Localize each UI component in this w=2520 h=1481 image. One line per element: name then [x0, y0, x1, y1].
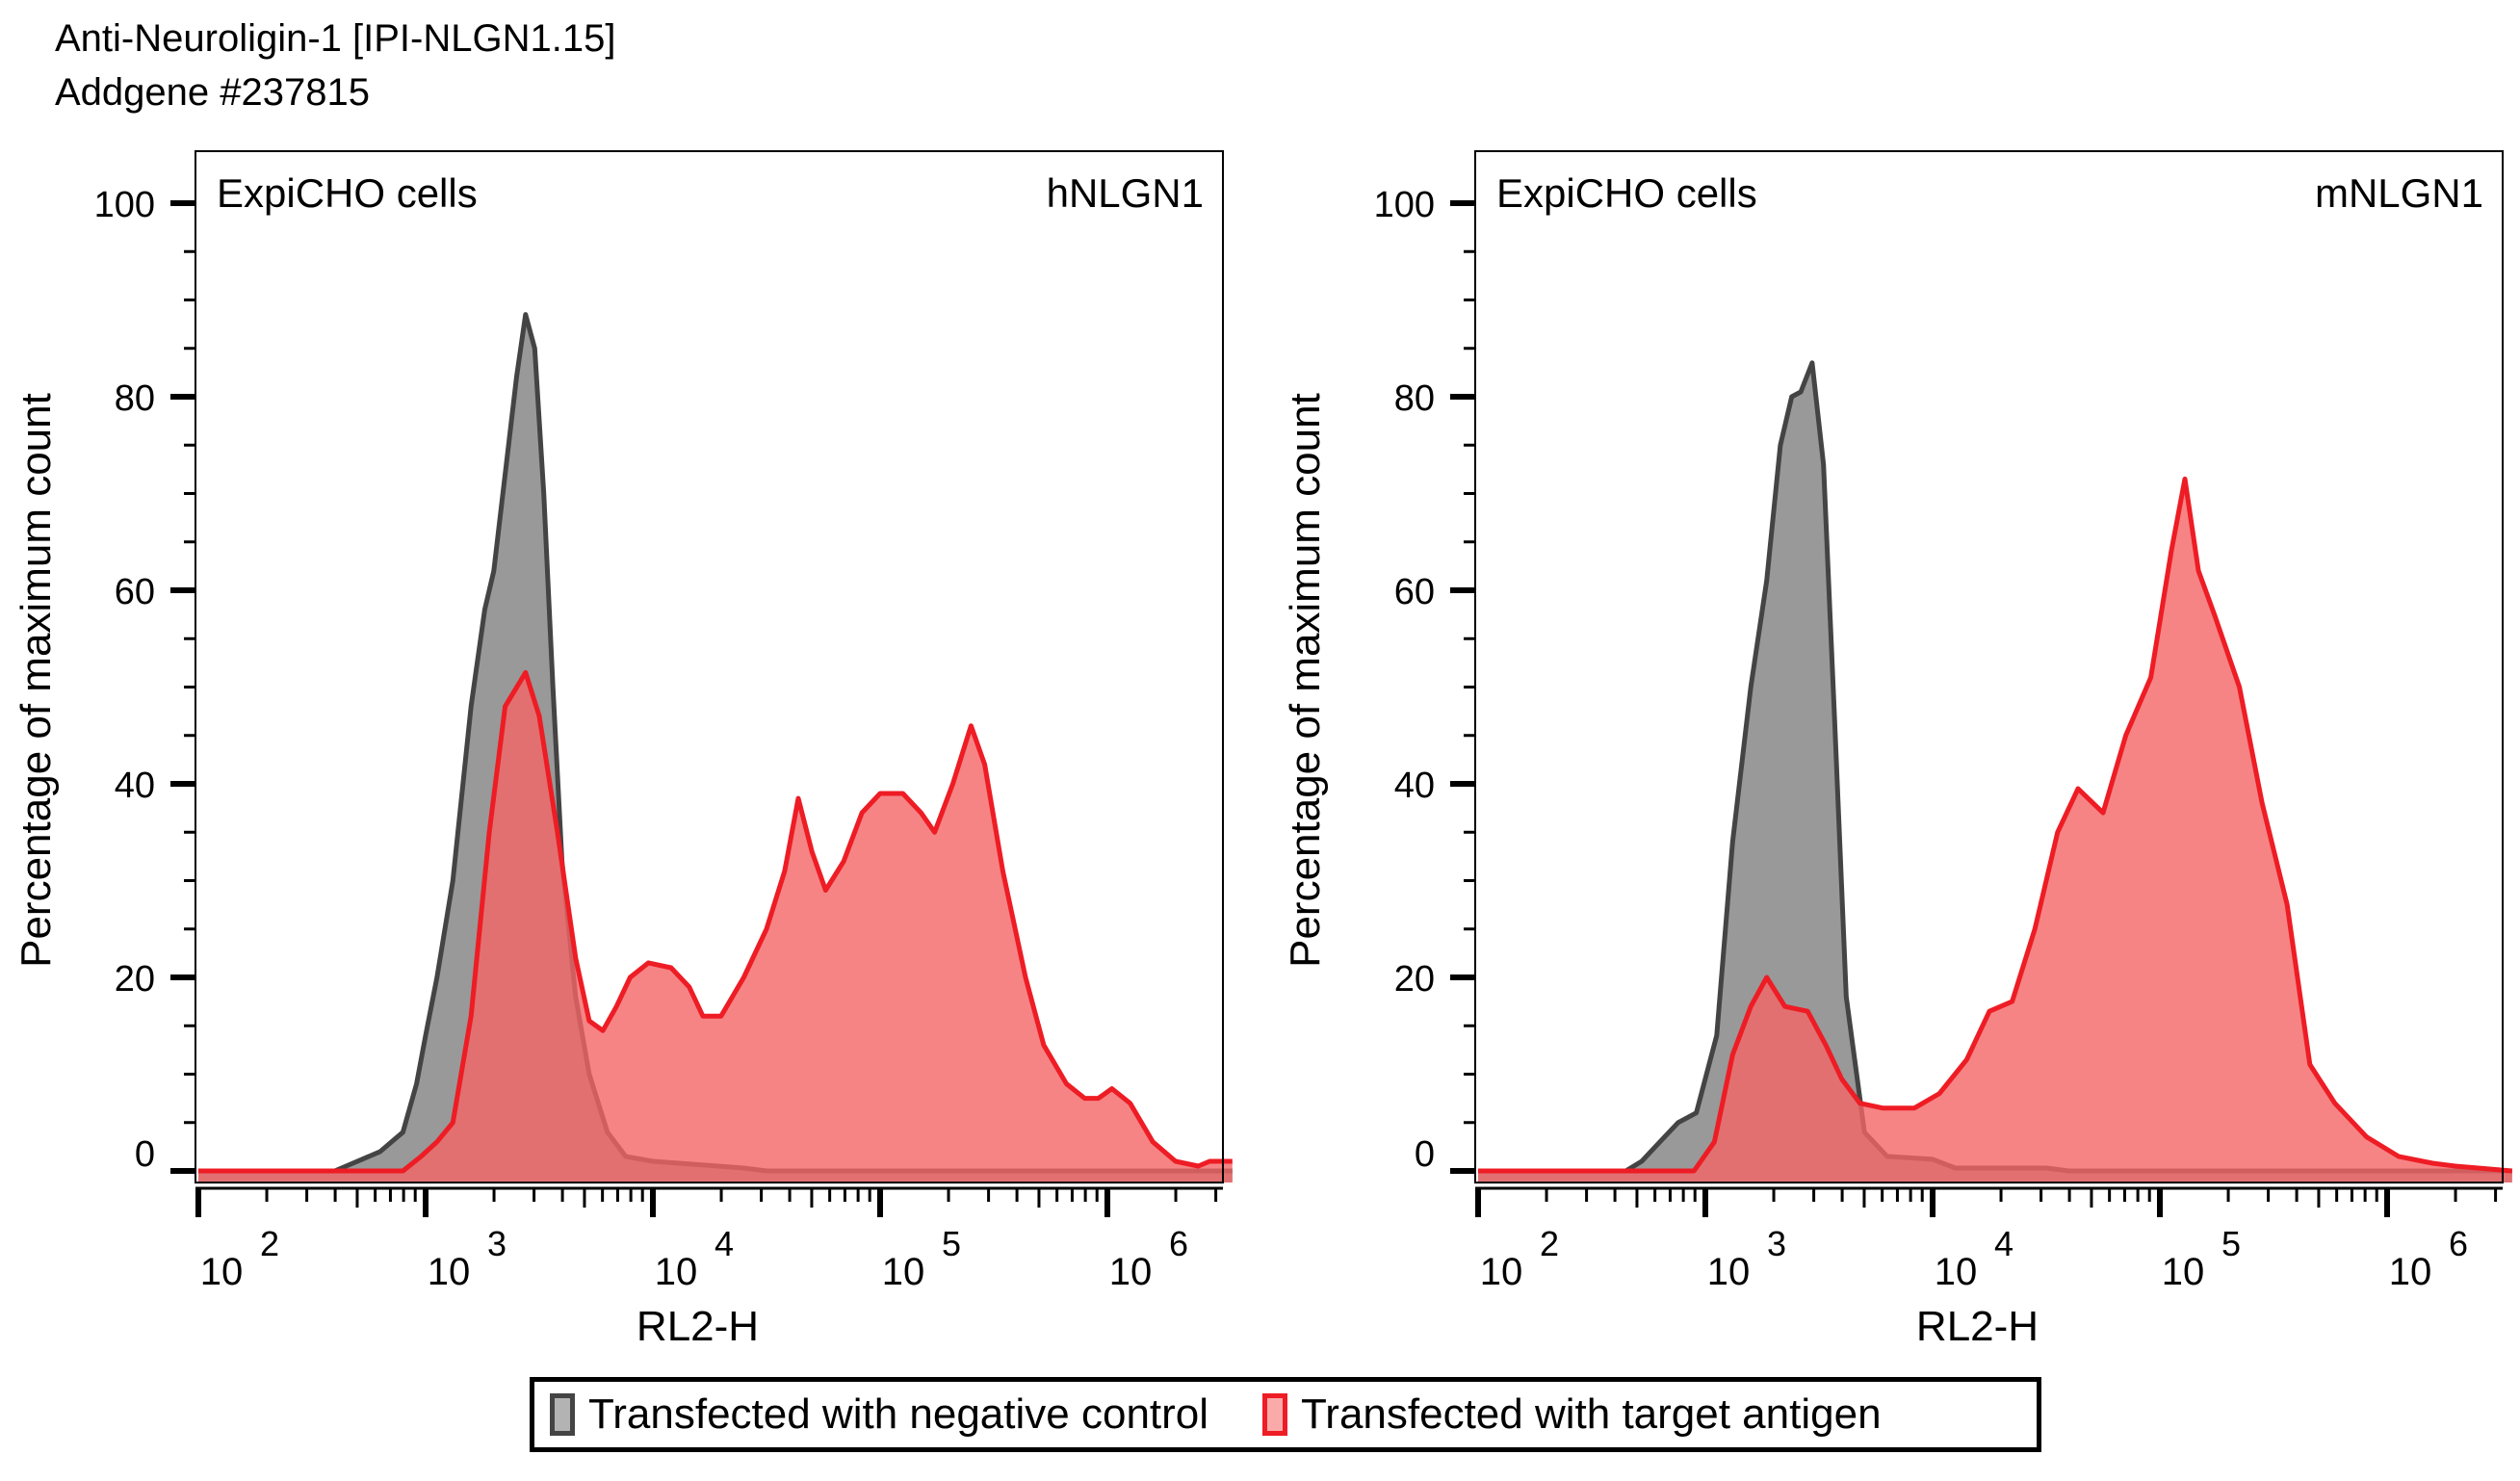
left-x-tick-label: 10	[882, 1251, 925, 1293]
legend: Transfected with negative control Transf…	[530, 1377, 2041, 1452]
right-x-tick-exponent: 5	[2221, 1224, 2241, 1263]
right-x-tick-label: 10	[2389, 1251, 2432, 1293]
left-x-tick-exponent: 6	[1169, 1224, 1188, 1263]
left-cell-type-annotation: ExpiCHO cells	[217, 170, 478, 216]
right-y-tick-label: 20	[1394, 959, 1435, 1000]
right-x-tick-label: 10	[2162, 1251, 2205, 1293]
right-y-tick-label: 100	[1374, 185, 1435, 225]
left-x-tick-label: 10	[428, 1251, 471, 1293]
legend-label-antigen: Transfected with target antigen	[1301, 1390, 1882, 1438]
left-x-axis-label: RL2-H	[636, 1303, 759, 1350]
right-x-tick-label: 10	[1707, 1251, 1751, 1293]
left-x-tick-label: 10	[200, 1251, 244, 1293]
left-series-fill-antigen	[198, 672, 1233, 1183]
legend-swatch-antigen	[1262, 1393, 1288, 1436]
right-y-axis-label: Percentage of maximum count	[1282, 393, 1329, 968]
right-histogram-panel: 0 20 40 60 80 100 10 2 10 3 10 4 10 5 10 6 RL2-H Percenta…	[1282, 150, 2513, 1350]
right-y-tick-label: 0	[1415, 1134, 1435, 1175]
legend-item-control: Transfected with negative control	[550, 1390, 1208, 1439]
legend-item-antigen: Transfected with target antigen	[1262, 1390, 1882, 1439]
right-x-tick-exponent: 4	[1994, 1224, 2013, 1263]
left-y-tick-label: 40	[115, 766, 155, 806]
right-x-axis-label: RL2-H	[1916, 1303, 2039, 1350]
left-x-tick-exponent: 4	[714, 1224, 734, 1263]
right-plot-frame	[1474, 150, 2504, 1184]
legend-label-control: Transfected with negative control	[588, 1390, 1209, 1438]
right-x-tick-exponent: 3	[1767, 1224, 1786, 1263]
left-x-tick-exponent: 3	[487, 1224, 507, 1263]
right-series-fill-antigen	[1478, 479, 2512, 1183]
left-y-tick-label: 60	[115, 572, 155, 612]
left-panel-title: hNLGN1	[1047, 170, 1204, 216]
legend-swatch-control	[550, 1393, 575, 1436]
right-x-tick-exponent: 6	[2449, 1224, 2468, 1263]
right-x-tick-exponent: 2	[1540, 1224, 1559, 1263]
left-x-tick-exponent: 5	[942, 1224, 961, 1263]
left-series-line-antigen	[198, 669, 1233, 1174]
left-y-tick-label: 20	[115, 959, 155, 1000]
right-panel-title: mNLGN1	[2315, 170, 2483, 216]
left-y-tick-label: 0	[135, 1134, 155, 1175]
figure-subtitle: Addgene #237815	[55, 71, 370, 114]
left-x-tick-exponent: 2	[260, 1224, 279, 1263]
right-x-tick-label: 10	[1935, 1251, 1978, 1293]
left-y-axis-label: Percentage of maximum count	[13, 393, 60, 968]
left-plot-frame	[195, 150, 1224, 1184]
left-series-fill-control	[198, 314, 1233, 1183]
left-histogram-panel: 0 20 40 60 80 100 10 2 10 3 10 4 10 5 10 6 RL2-H Percenta…	[13, 150, 1233, 1350]
right-y-tick-label: 40	[1394, 766, 1435, 806]
right-series-line-antigen	[1478, 476, 2513, 1174]
left-x-tick-label: 10	[655, 1251, 698, 1293]
left-x-tick-label: 10	[1109, 1251, 1153, 1293]
figure-title: Anti-Neuroligin-1 [IPI-NLGN1.15]	[55, 17, 616, 60]
right-x-tick-label: 10	[1480, 1251, 1523, 1293]
right-y-tick-label: 80	[1394, 378, 1435, 419]
right-series-fill-control	[1478, 362, 2512, 1183]
right-cell-type-annotation: ExpiCHO cells	[1496, 170, 1757, 216]
right-y-tick-label: 60	[1394, 572, 1435, 612]
left-y-tick-label: 100	[94, 185, 155, 225]
left-y-tick-label: 80	[115, 378, 155, 419]
